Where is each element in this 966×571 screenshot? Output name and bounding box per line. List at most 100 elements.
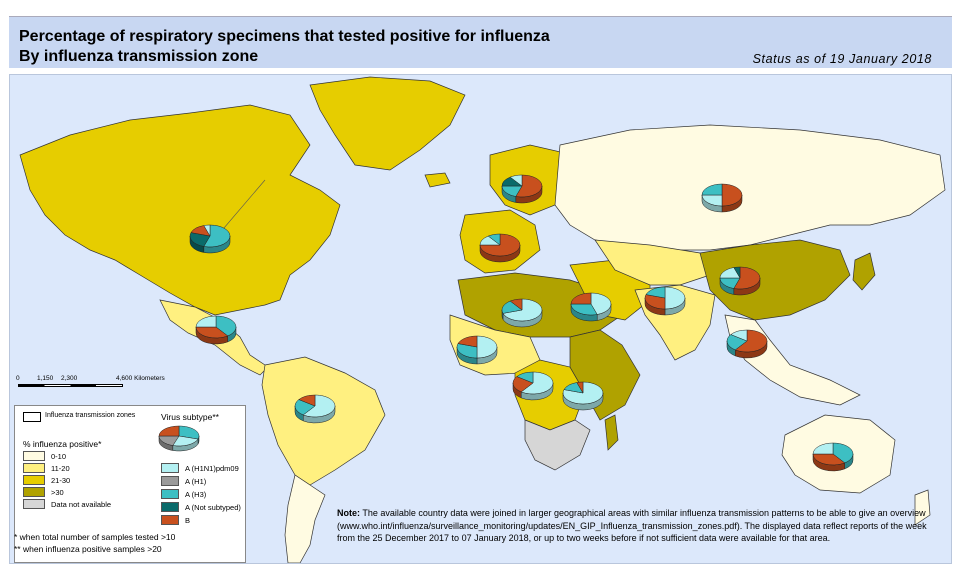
pie-slice-a-h1n1-pdm09 <box>664 286 686 310</box>
pie-slice-a-h3- <box>726 334 748 351</box>
pie-slice-a-h1n1-pdm09 <box>730 329 748 342</box>
legend-class-swatch <box>23 463 45 473</box>
pie-slice-b <box>195 326 229 339</box>
legend-class-swatch <box>23 499 45 509</box>
pie-slice-b <box>644 294 666 310</box>
legend-class-row: >30 <box>23 487 64 497</box>
pie-northern-europe <box>501 174 543 204</box>
zone-eastern-europe-russia <box>554 124 946 251</box>
pie-south-west-europe <box>479 233 521 263</box>
scale-tick-3: 4,600 Kilometers <box>116 375 165 382</box>
legend-subtype-swatch <box>161 515 179 525</box>
subtype-pies <box>189 174 854 472</box>
pie-slice-a-h1n1-pdm09 <box>590 292 612 315</box>
pie-slice-b <box>570 292 592 305</box>
pie-slice-a-h3- <box>570 303 598 316</box>
pie-slice-a-h3- <box>645 286 666 299</box>
pie-slice-b <box>576 381 584 394</box>
legend-class-label: 0-10 <box>51 451 67 461</box>
map-title-line2: By influenza transmission zone <box>19 48 259 65</box>
pie-slice-a-h3- <box>203 224 231 248</box>
pie-slice-a-h1n1-pdm09 <box>509 174 523 187</box>
note-label: Note: <box>337 508 360 518</box>
pie-eastern-europe <box>701 183 743 213</box>
legend-class-swatch <box>23 475 45 485</box>
pie-slice-a-h1n1-pdm09 <box>520 371 554 395</box>
pie-slice-b <box>721 183 743 207</box>
zone-greenland <box>309 76 466 171</box>
pie-eastern-africa <box>562 381 604 411</box>
pie-oceania <box>812 442 854 472</box>
pie-south-east-asia <box>726 329 768 359</box>
pie-slice-a-h3- <box>487 233 501 246</box>
zone-south-america-temperate <box>284 474 326 563</box>
status-date: Status as of 19 January 2018 <box>752 52 932 66</box>
pie-slice-b <box>515 174 543 198</box>
pie-slice-a-h1n1-pdm09 <box>812 442 834 455</box>
pie-eastern-asia <box>719 266 761 296</box>
scale-tick-1: 1,150 <box>37 375 54 382</box>
pie-slice-a-h1n1-pdm09 <box>701 194 723 207</box>
pie-slice-a-h3- <box>456 343 478 359</box>
zone-central-asia <box>594 239 711 286</box>
legend-class-label: Data not available <box>51 499 112 509</box>
pie-slice-b <box>158 425 180 437</box>
pie-southern-asia <box>644 286 686 316</box>
pie-legend-sample <box>158 425 200 452</box>
world-map-svg <box>19 76 946 563</box>
pie-middle-africa <box>512 371 554 401</box>
legend-class-label: 21-30 <box>51 475 71 485</box>
legend-subtype-swatch <box>161 489 179 499</box>
zone-south-east-asia <box>724 314 861 406</box>
pie-slice-a-h3- <box>178 425 200 440</box>
legend-class-row: Data not available <box>23 499 111 509</box>
legend-class-row: 11-20 <box>23 463 70 473</box>
legend: Influenza transmission zones Virus subty… <box>14 405 246 563</box>
note-text: The available country data were joined i… <box>337 508 927 543</box>
pie-slice-b <box>457 335 478 348</box>
legend-subtype-row: B <box>161 515 190 525</box>
legend-subtype-label: B <box>185 515 191 525</box>
zone-eastern-asia <box>699 239 851 321</box>
legend-subtype-label: A (H1) <box>185 476 207 486</box>
legend-class-label: >30 <box>51 487 64 497</box>
pie-slice-a-h3- <box>701 183 723 196</box>
legend-zone-swatch <box>23 412 41 422</box>
scale-tick-0: 0 <box>16 375 20 382</box>
footnote-1: * when total number of samples tested >1… <box>14 532 176 542</box>
pie-slice-b <box>733 266 761 290</box>
pie-central-america <box>195 315 237 345</box>
pie-slice-a-h1n1-pdm09 <box>203 224 211 237</box>
pie-slice-a-not-subtyped- <box>189 232 211 247</box>
pie-northern-africa <box>501 298 543 328</box>
legend-class-row: 0-10 <box>23 451 66 461</box>
legend-subtype-swatch <box>161 476 179 486</box>
pie-slice-b <box>512 376 534 393</box>
legend-class-label: 11-20 <box>51 463 70 473</box>
pie-slice-a-h1n1-pdm09 <box>476 335 498 359</box>
legend-subtype-swatch <box>161 463 179 473</box>
footnote-2: ** when influenza positive samples >20 <box>14 544 162 554</box>
legend-virus-label: Virus subtype** <box>161 412 219 422</box>
pie-slice-b <box>479 233 521 257</box>
pie-slice-a-h1n1-pdm09 <box>195 315 217 328</box>
zone-japan <box>852 252 876 291</box>
pie-slice-b <box>298 394 316 407</box>
legend-subtype-row: A (Not subtyped) <box>161 502 241 512</box>
legend-subtype-row: A (H1N1)pdm09 <box>161 463 239 473</box>
pie-slice-a-h3- <box>832 442 854 464</box>
legend-subtype-row: A (H1) <box>161 476 206 486</box>
pie-slice-a-h1n1-pdm09 <box>302 394 336 418</box>
legend-pct-label: % influenza positive* <box>23 439 102 449</box>
pie-slice-b <box>812 453 846 466</box>
data-note: Note: The available country data were jo… <box>337 507 937 545</box>
footnotes: * when total number of samples tested >1… <box>14 531 175 555</box>
pie-slice-b <box>509 298 523 311</box>
pie-tropical-south-america <box>294 394 336 424</box>
zone-north-america <box>19 104 341 316</box>
legend-zone-label: Influenza transmission zones <box>45 412 136 419</box>
legend-subtype-label: A (H1N1)pdm09 <box>185 463 239 473</box>
legend-class-swatch <box>23 451 45 461</box>
legend-class-swatch <box>23 487 45 497</box>
zone-southern-africa <box>524 419 591 471</box>
